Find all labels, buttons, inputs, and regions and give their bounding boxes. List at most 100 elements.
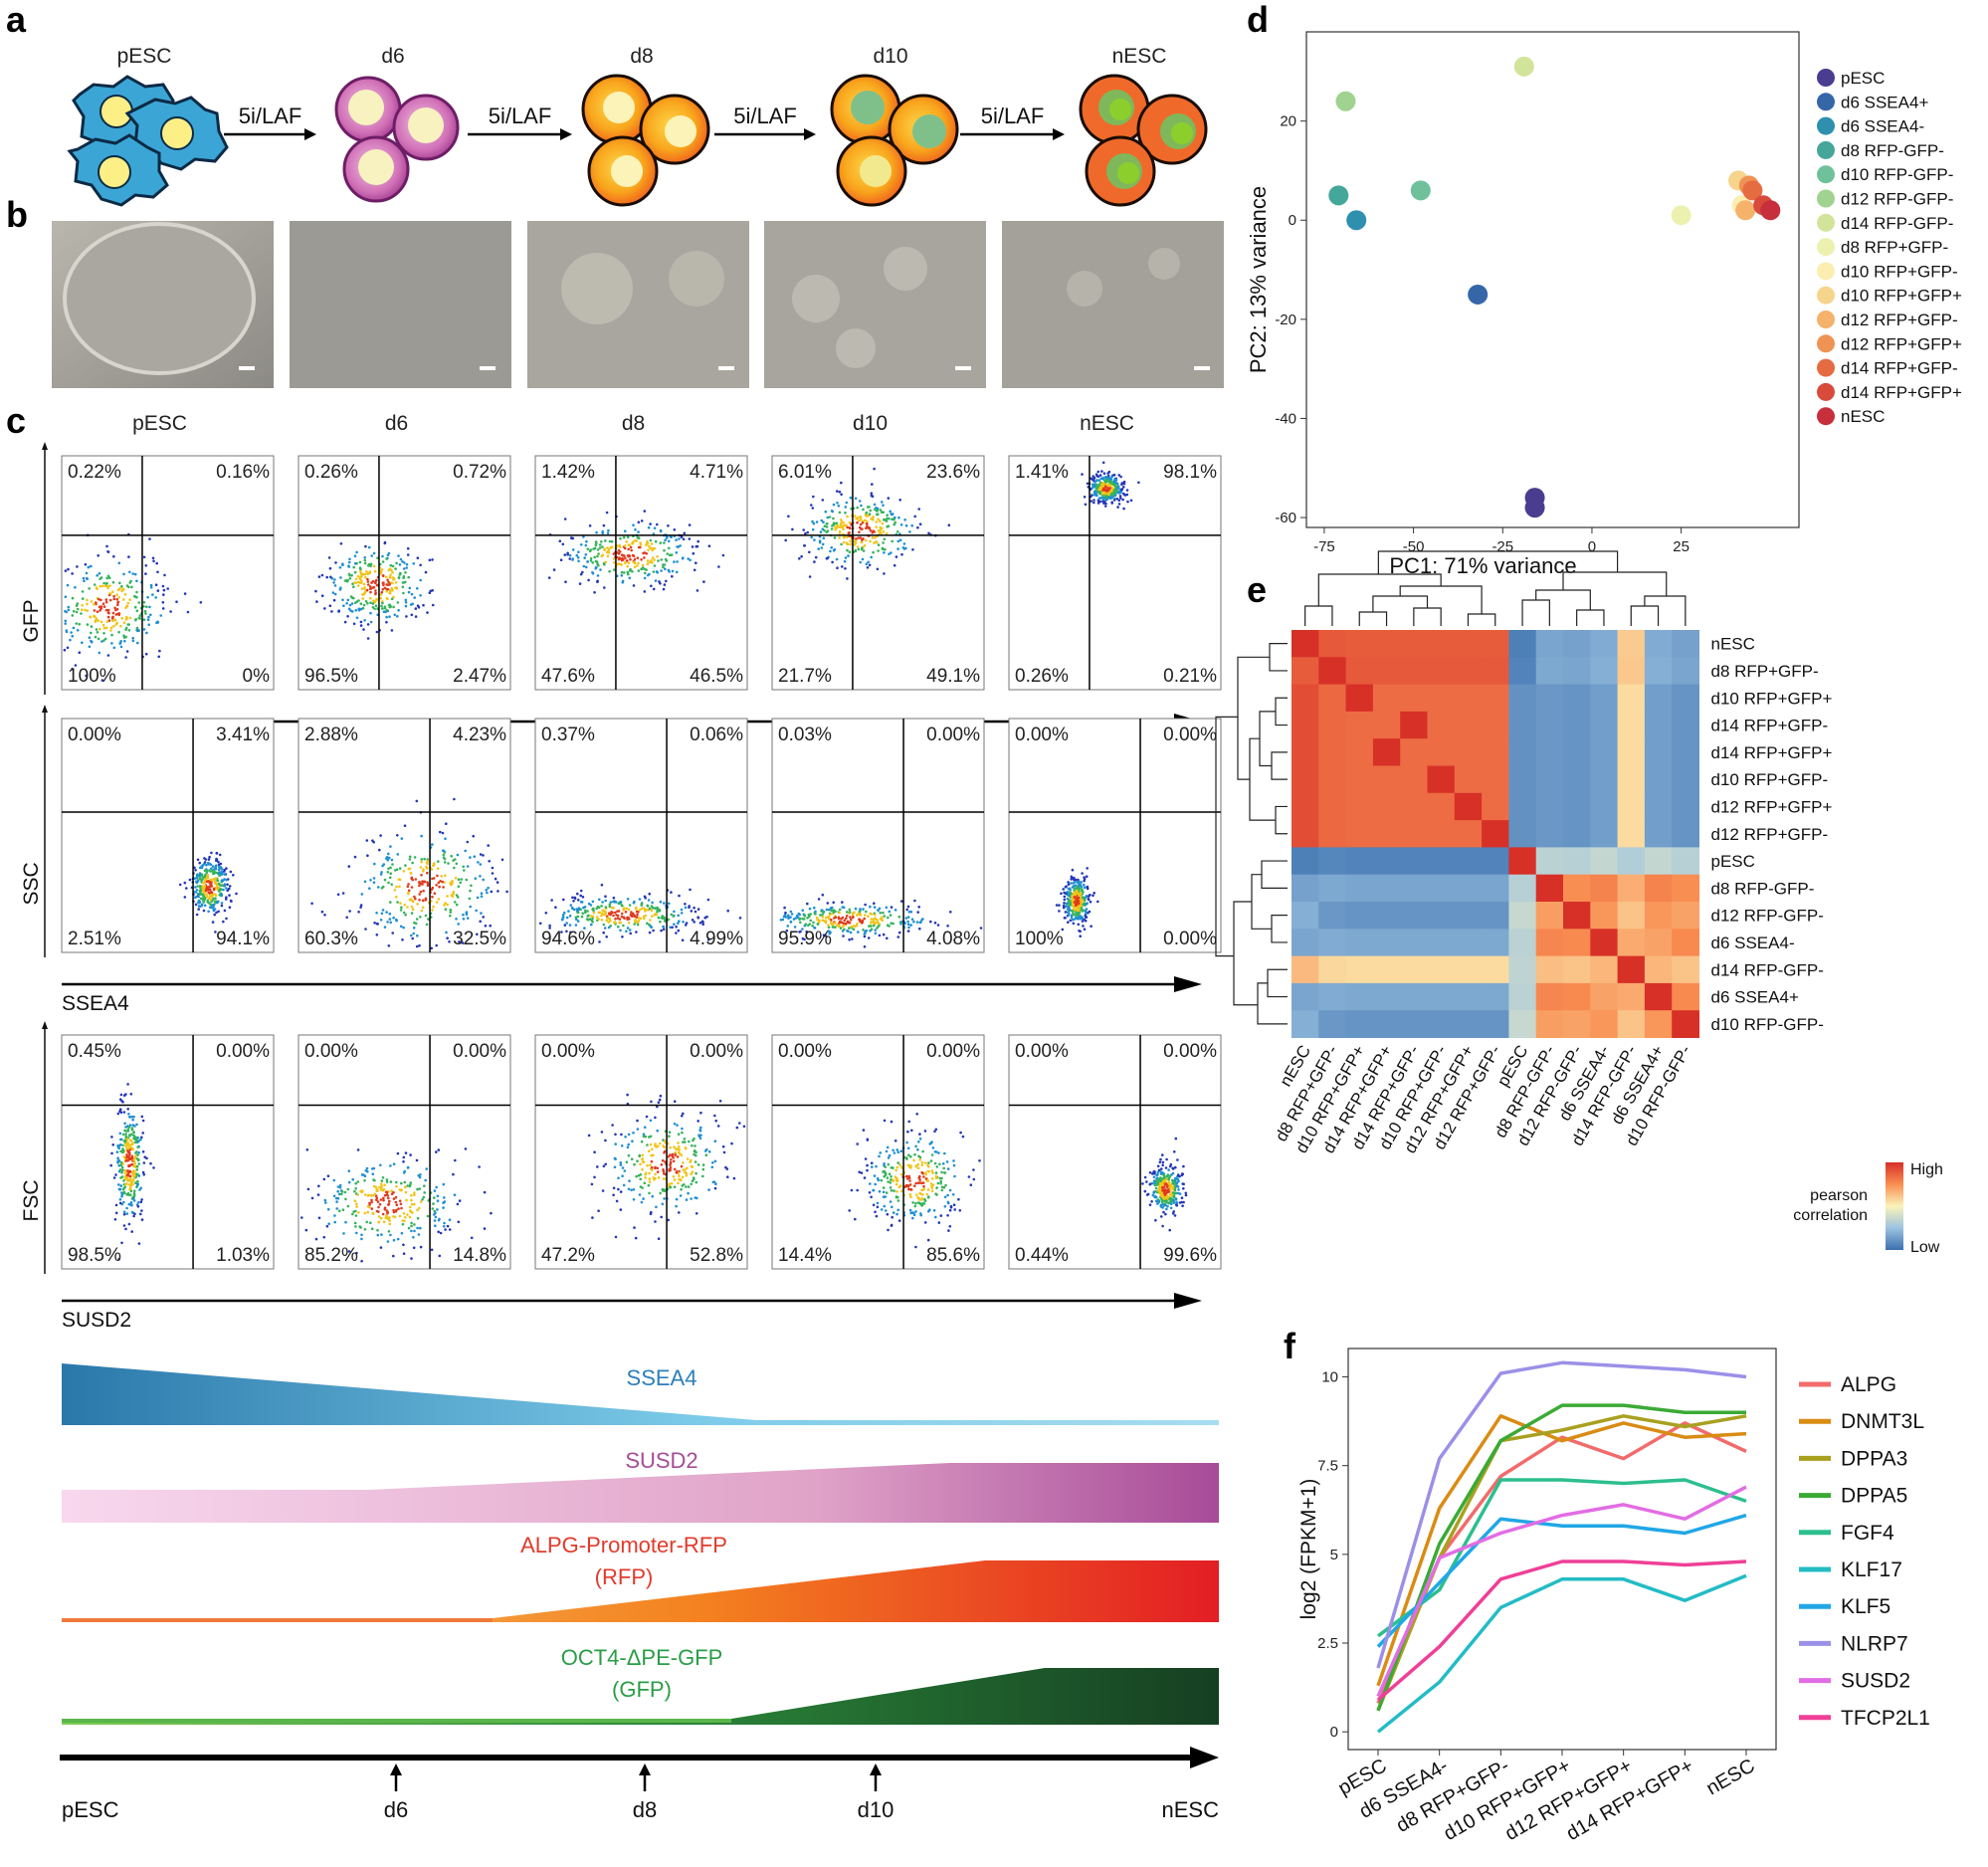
heatmap-cell	[1482, 684, 1509, 713]
heatmap-cell	[1563, 902, 1591, 930]
pca-point	[1671, 205, 1691, 226]
heatmap-cell	[1482, 792, 1509, 821]
heatmap-cell	[1345, 765, 1374, 794]
stage-label: d8	[630, 45, 653, 68]
heatmap-cell	[1427, 902, 1456, 930]
quadrant-ll: 0.44%	[1015, 1245, 1069, 1266]
stage-arrows: 5i/LAF 5i/LAF 5i/LAF 5i/LAF	[224, 104, 1065, 140]
quadrant-ur: 0.00%	[926, 725, 980, 745]
transition-arrow: 5i/LAF	[714, 104, 816, 140]
x-axis-label: SSEA4	[62, 992, 129, 1015]
heatmap-row-label: nESC	[1711, 635, 1755, 654]
legend-label: d12 RFP-GFP-	[1841, 190, 1953, 209]
heatmap-cell	[1454, 874, 1483, 903]
flow-plot: 6.01% 23.6% 21.7% 49.1%	[771, 455, 985, 691]
legend-swatch	[1817, 334, 1835, 353]
timeline-label: pESC	[62, 1797, 119, 1822]
heatmap-cell	[1563, 684, 1591, 713]
event-dots	[310, 797, 508, 950]
heatmap-row-label: d10 RFP+GFP+	[1711, 689, 1833, 708]
event-dots	[109, 1083, 155, 1261]
quadrant-lr: 4.99%	[690, 929, 743, 949]
heatmap-cell	[1454, 684, 1483, 713]
quadrant-ll: 100%	[68, 666, 116, 687]
arrow-label: 5i/LAF	[733, 104, 797, 128]
heatmap-cell	[1454, 1010, 1483, 1038]
heatmap-cell	[1400, 902, 1428, 930]
pca-plot-area	[1305, 31, 1800, 528]
heatmap-row-label: d14 RFP+GFP-	[1711, 717, 1829, 735]
heatmap-cell	[1672, 1010, 1699, 1038]
legend-label: pESC	[1841, 69, 1885, 88]
heatmap-cell	[1617, 847, 1646, 876]
pca-point	[1742, 180, 1763, 201]
legend-label: d10 RFP+GFP+	[1841, 287, 1962, 306]
heatmap-cell	[1508, 955, 1537, 984]
quadrant-ll: 60.3%	[304, 929, 358, 949]
legend-label: d10 RFP-GFP-	[1841, 165, 1953, 184]
heatmap-cell	[1427, 657, 1456, 686]
heatmap-cell	[1617, 874, 1646, 903]
heatmap-cell	[1672, 902, 1699, 930]
quadrant-lr: 99.6%	[1163, 1245, 1217, 1266]
event-dots	[538, 883, 742, 943]
heatmap-cell	[1318, 847, 1347, 876]
quadrant-ur: 0.72%	[453, 462, 506, 483]
legend-label: DPPA5	[1841, 1485, 1907, 1508]
panel-label-d: d	[1247, 0, 1269, 40]
quadrant-ul: 0.00%	[304, 1041, 358, 1062]
heatmap-cell	[1482, 982, 1509, 1011]
event-dots	[779, 893, 983, 948]
legend-swatch	[1817, 311, 1835, 328]
legend-label: TFCP2L1	[1841, 1707, 1930, 1730]
heatmap-cell	[1482, 657, 1509, 686]
heatmap-cell	[1345, 955, 1374, 984]
rfp-band	[62, 1560, 1219, 1622]
pca-legend: pESC d6 SSEA4+ d6 SSEA4- d8 RFP-GFP-d10 RFP…	[1817, 69, 1962, 426]
heatmap-cell	[1318, 820, 1347, 848]
legend-swatch	[1817, 238, 1835, 257]
y-tick: 10	[1321, 1369, 1338, 1386]
heatmap-cell	[1563, 792, 1591, 821]
heatmap-cell	[1372, 847, 1401, 876]
heatmap-cell	[1508, 711, 1537, 739]
heatmap-cell	[1617, 955, 1646, 984]
column-header: nESC	[1080, 412, 1134, 435]
heatmap-cell	[1400, 630, 1428, 658]
heatmap-cell	[1482, 765, 1509, 794]
heatmap-cell	[1292, 1010, 1319, 1038]
quadrant-ll: 95.9%	[778, 929, 832, 949]
heatmap-row-label: d10 RFP+GFP-	[1711, 770, 1829, 789]
quadrant-ll: 47.2%	[541, 1245, 595, 1266]
heatmap-cell	[1535, 630, 1564, 658]
x-axis-label: SUSD2	[62, 1309, 131, 1332]
quadrant-ll: 47.6%	[541, 666, 595, 687]
heatmap-cell	[1372, 1010, 1401, 1038]
column-header: pESC	[132, 412, 187, 435]
heatmap-cell	[1292, 820, 1319, 848]
timeline-label: nESC	[1162, 1797, 1220, 1822]
heatmap-cell	[1508, 738, 1537, 766]
y-tick: 0	[1289, 212, 1296, 229]
heatmap-cell	[1292, 929, 1319, 957]
heatmap-cell	[1292, 657, 1319, 686]
heatmap-cell	[1292, 792, 1319, 821]
quadrant-ll: 0.26%	[1015, 666, 1069, 687]
heatmap-cell	[1672, 982, 1699, 1011]
heatmap-cell	[1508, 874, 1537, 903]
series-line	[1376, 1414, 1747, 1687]
legend-swatch	[1817, 286, 1835, 305]
quadrant-ll: 21.7%	[778, 666, 832, 687]
heatmap-cell	[1590, 630, 1619, 658]
ssea4-label: SSEA4	[627, 1365, 697, 1390]
heatmap-cell	[1590, 847, 1619, 876]
flow-plot: 0.45% 0.00% 98.5% 1.03%	[61, 1034, 275, 1270]
heatmap-cell	[1644, 738, 1673, 766]
heatmap-cell	[1400, 657, 1428, 686]
quadrant-lr: 49.1%	[926, 666, 980, 687]
series-line	[1376, 1559, 1747, 1702]
quadrant-ll: 85.2%	[304, 1245, 358, 1266]
legend-label: ALPG	[1841, 1373, 1896, 1396]
pca-point	[1335, 91, 1356, 111]
